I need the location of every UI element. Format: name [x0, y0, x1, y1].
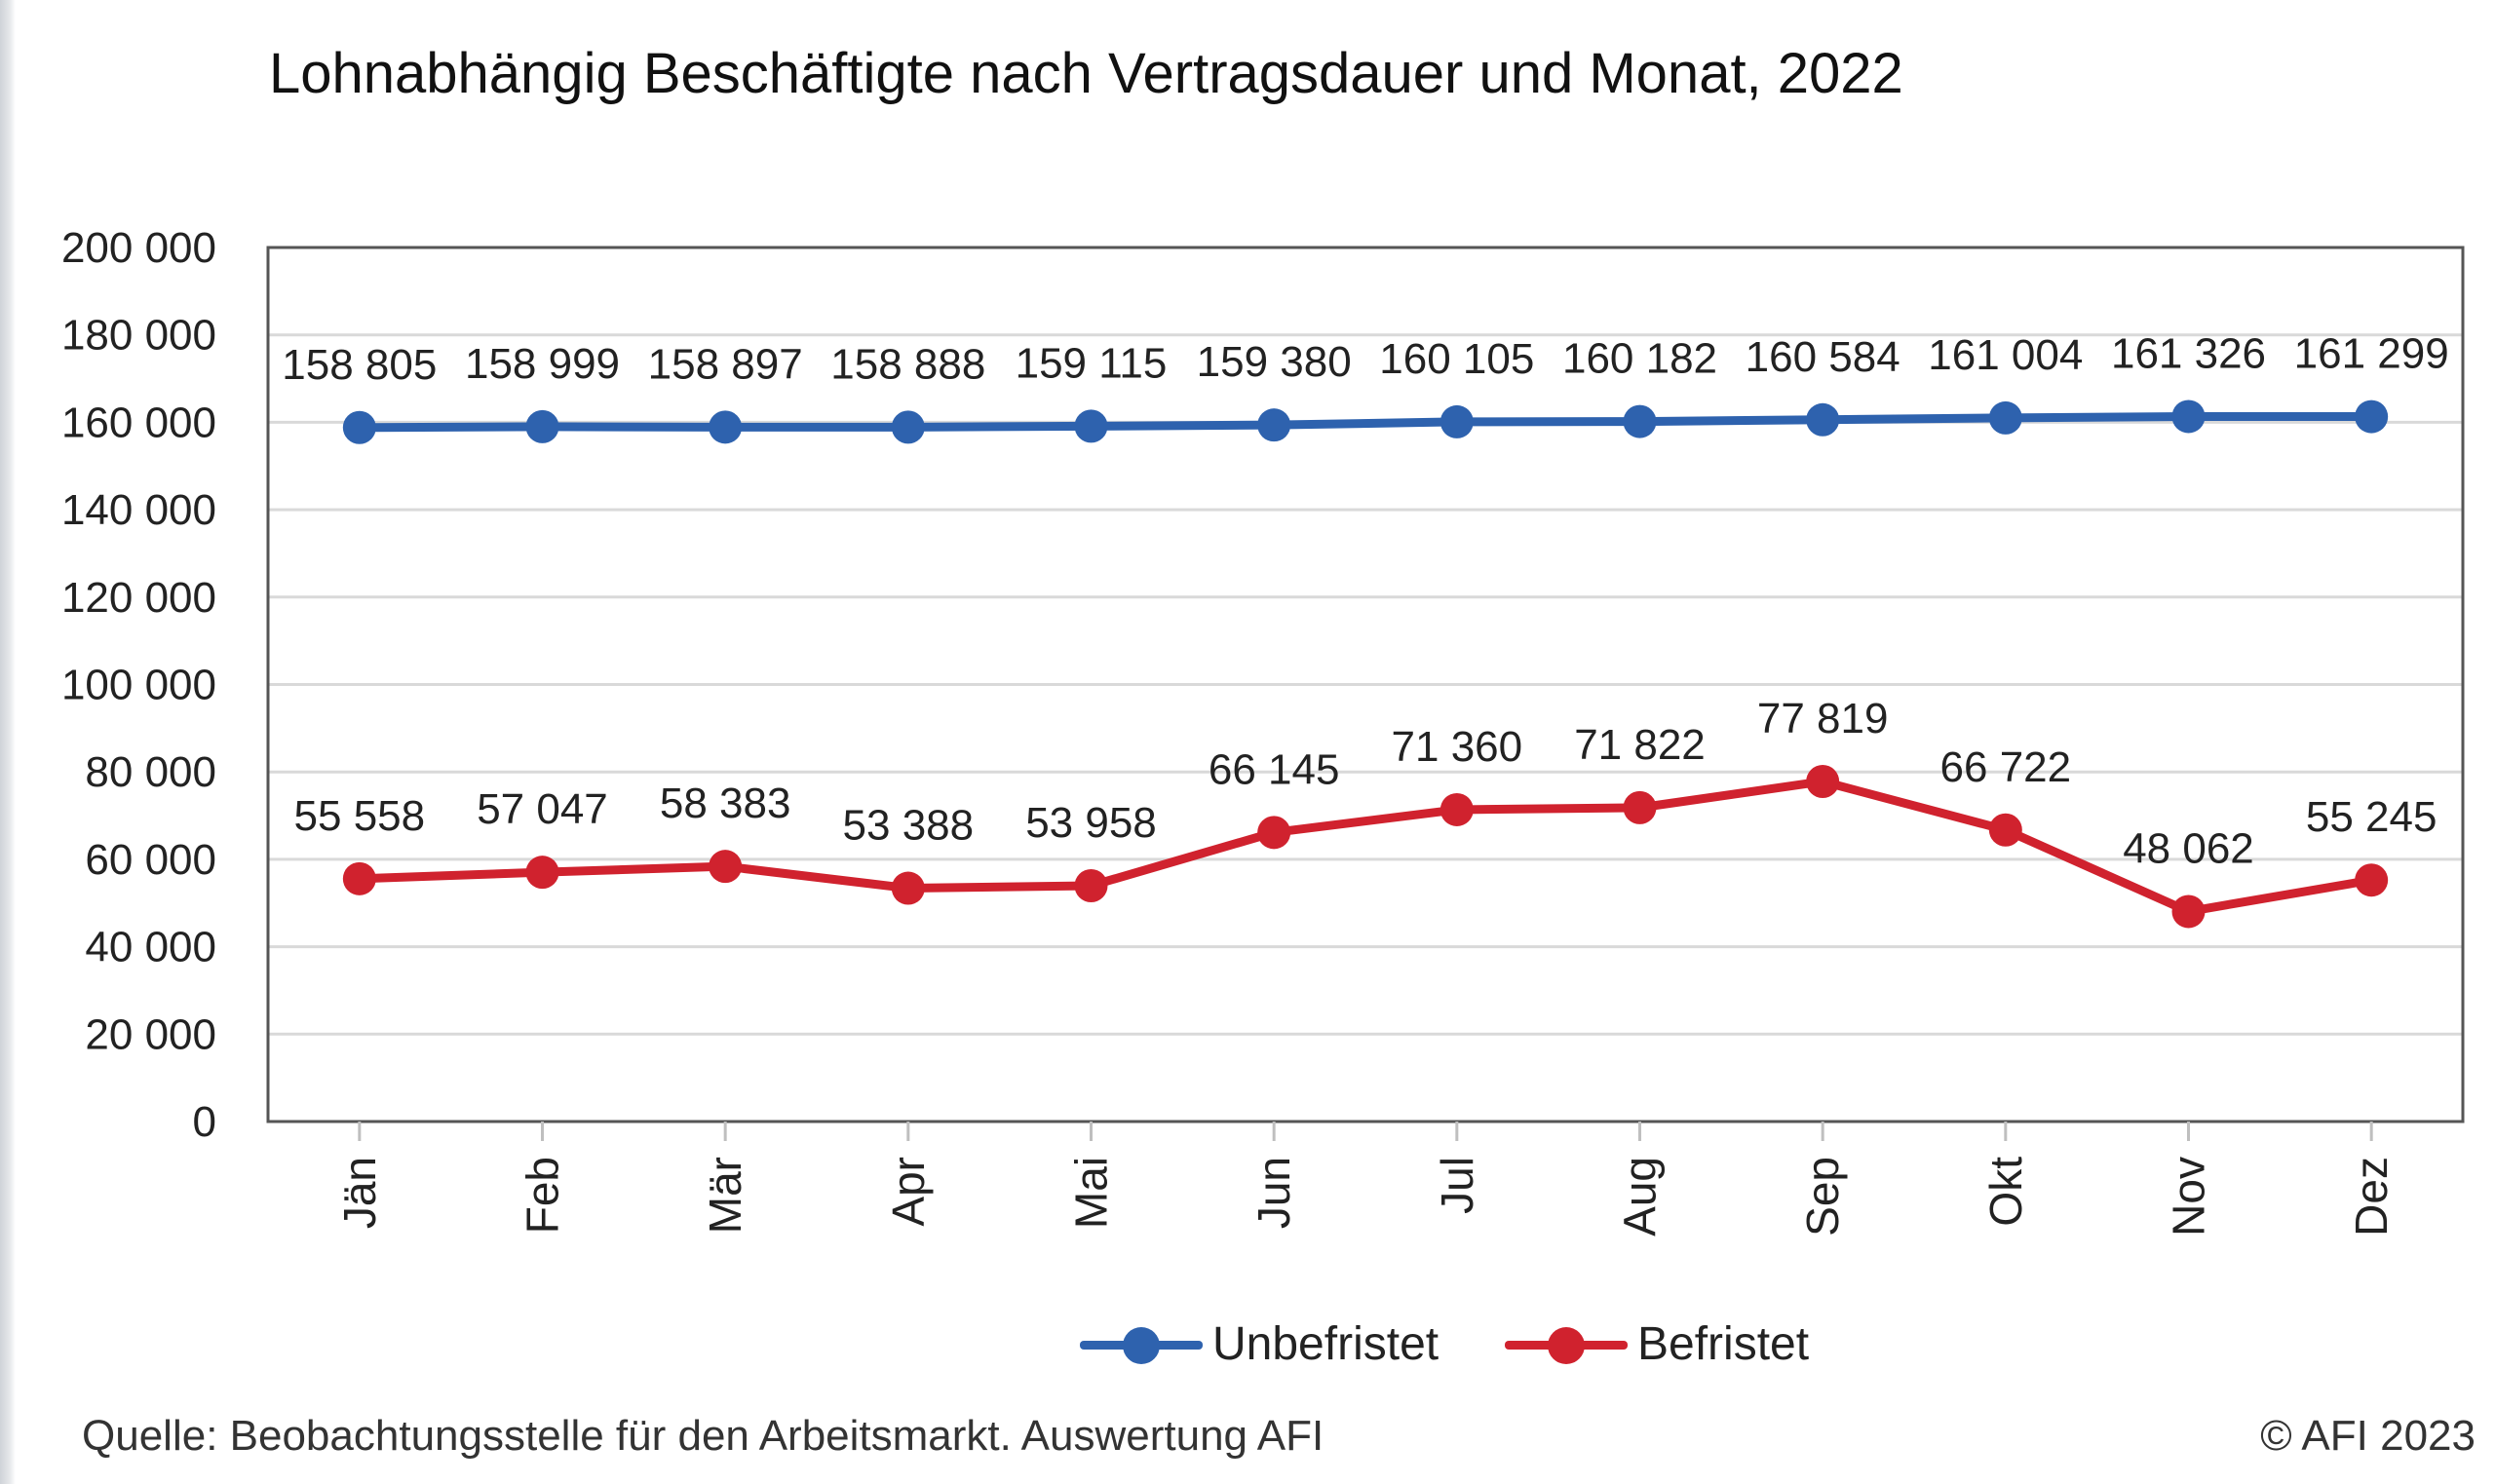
- data-point: [709, 410, 743, 444]
- x-tick-label: Feb: [518, 1157, 568, 1234]
- data-label: 71 822: [1574, 721, 1706, 769]
- x-tick-label: Jän: [334, 1157, 385, 1229]
- data-label: 161 326: [2111, 329, 2266, 377]
- x-tick-label: Jun: [1248, 1157, 1299, 1229]
- data-point: [525, 856, 559, 890]
- data-label: 71 360: [1392, 723, 1523, 771]
- y-tick-label: 40 000: [85, 924, 216, 971]
- data-label: 48 062: [2123, 824, 2254, 872]
- data-label: 161 299: [2294, 330, 2449, 378]
- x-tick-label: Jul: [1432, 1157, 1482, 1214]
- data-label: 58 383: [660, 780, 791, 827]
- data-label: 66 145: [1209, 745, 1340, 793]
- data-label: 77 819: [1757, 695, 1889, 742]
- x-tick-label: Nov: [2164, 1157, 2214, 1237]
- copyright-note: © AFI 2023: [2260, 1412, 2476, 1460]
- y-tick-label: 20 000: [85, 1010, 216, 1058]
- y-axis: 0 20 000 40 000 60 000 80 000 100 000 120 000 1…: [61, 224, 216, 1146]
- data-point: [342, 861, 376, 895]
- x-axis: Jän Feb Mär Apr Mai Jun Jul Aug Sep Okt Nov Dez: [334, 1122, 2397, 1237]
- legend-item-unbefristet: Unbefristet: [1080, 1313, 1450, 1376]
- series-line-befristet: [355, 777, 2376, 916]
- data-label: 161 004: [1928, 331, 2083, 379]
- data-point: [709, 850, 743, 884]
- x-tick-label: Apr: [883, 1157, 934, 1227]
- legend-label-befristet: Befristet: [1637, 1318, 1810, 1370]
- y-tick-label: 120 000: [61, 574, 216, 622]
- data-label: 57 047: [477, 785, 608, 833]
- y-tick-label: 140 000: [61, 486, 216, 534]
- data-point: [1806, 402, 1840, 437]
- data-point: [1074, 868, 1108, 902]
- data-label: 53 958: [1025, 799, 1157, 847]
- data-point: [2355, 400, 2389, 434]
- y-tick-label: 0: [193, 1098, 216, 1146]
- y-tick-label: 180 000: [61, 312, 216, 360]
- data-point: [891, 871, 925, 905]
- data-label: 159 115: [1016, 339, 1168, 387]
- x-tick-label: Mai: [1066, 1157, 1117, 1229]
- data-label: 158 888: [830, 340, 985, 388]
- gridlines: [268, 333, 2463, 1036]
- data-point: [2355, 863, 2389, 897]
- data-point: [2171, 894, 2206, 929]
- series-line-unbefristet: [355, 411, 2376, 433]
- data-label: 55 245: [2306, 793, 2437, 841]
- data-point: [525, 409, 559, 443]
- x-tick-label: Sep: [1797, 1157, 1848, 1237]
- x-tick-label: Okt: [1980, 1157, 2031, 1227]
- data-label: 158 805: [282, 341, 437, 389]
- data-point: [891, 410, 925, 444]
- x-tick-label: Dez: [2346, 1157, 2397, 1237]
- y-tick-label: 100 000: [61, 662, 216, 709]
- x-tick-label: Aug: [1615, 1157, 1666, 1237]
- data-label: 160 182: [1562, 335, 1717, 383]
- data-label: 158 897: [648, 340, 803, 388]
- data-point: [1257, 816, 1291, 850]
- source-note: Quelle: Beobachtungsstelle für den Arbei…: [82, 1412, 1324, 1460]
- window-edge: [0, 0, 16, 1484]
- data-label: 55 558: [294, 792, 426, 840]
- data-label: 160 584: [1746, 333, 1900, 381]
- data-label: 66 722: [1940, 743, 2072, 791]
- legend-marker-befristet: [1548, 1327, 1585, 1364]
- chart-title: Lohnabhängig Beschäftigte nach Vertragsd…: [269, 42, 1903, 105]
- data-label: 160 105: [1379, 335, 1534, 383]
- data-point: [1988, 813, 2022, 847]
- data-point: [342, 410, 376, 444]
- data-point: [1623, 404, 1657, 438]
- legend-marker-unbefristet: [1123, 1327, 1160, 1364]
- data-point: [2171, 400, 2206, 434]
- data-label: 159 380: [1197, 338, 1352, 386]
- series: [342, 400, 2389, 929]
- data-point: [1623, 790, 1657, 824]
- data-point: [1439, 404, 1474, 438]
- legend-label-unbefristet: Unbefristet: [1212, 1318, 1439, 1370]
- y-tick-label: 60 000: [85, 836, 216, 884]
- plot-area-frame: [266, 246, 2465, 1123]
- y-tick-label: 80 000: [85, 748, 216, 796]
- legend-item-befristet: Befristet: [1505, 1313, 1836, 1376]
- data-labels: 158 805 158 999 158 897 158 888 159 115 159 3…: [282, 329, 2448, 872]
- data-point: [1806, 764, 1840, 798]
- y-tick-label: 160 000: [61, 399, 216, 446]
- data-label: 158 999: [465, 340, 620, 388]
- x-tick-label: Mär: [700, 1157, 750, 1234]
- data-point: [1988, 400, 2022, 435]
- y-tick-label: 200 000: [61, 224, 216, 272]
- data-point: [1257, 408, 1291, 442]
- data-point: [1439, 792, 1474, 826]
- data-point: [1074, 409, 1108, 443]
- data-label: 53 388: [843, 802, 975, 850]
